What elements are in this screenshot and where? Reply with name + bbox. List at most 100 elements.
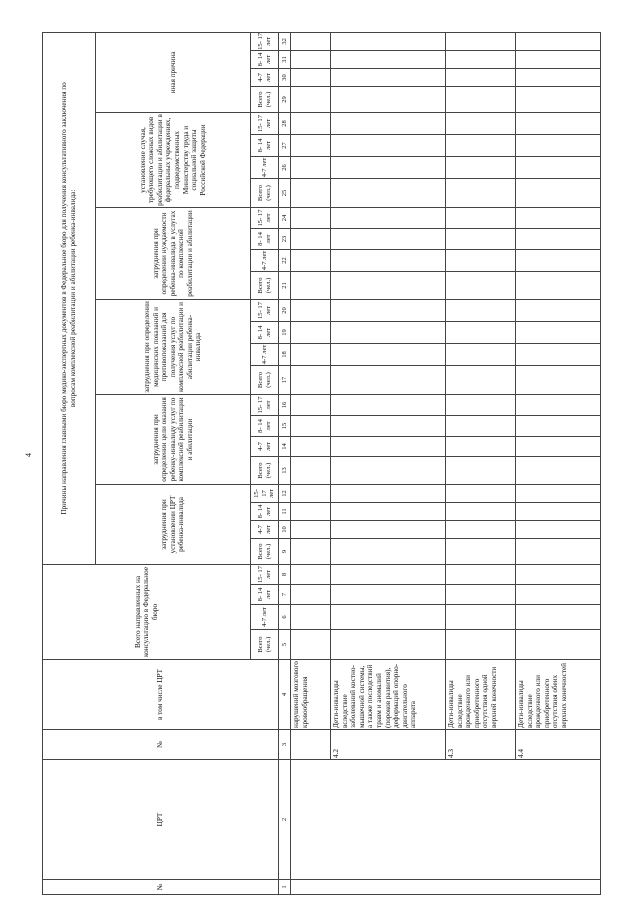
column-number: 4 [278, 659, 291, 730]
value-cell [290, 134, 331, 157]
column-number: 14 [278, 436, 291, 457]
value-cell [330, 178, 446, 208]
column-number: 8 [278, 564, 291, 585]
value-cell [330, 86, 446, 113]
header-total-sent: Всего направленных на консультацию в Фед… [42, 564, 251, 660]
value-cell [445, 134, 516, 157]
value-cell [330, 228, 446, 250]
value-cell [445, 86, 516, 113]
value-cell [330, 321, 446, 344]
value-cell [515, 134, 601, 157]
value-cell [445, 321, 516, 344]
value-cell [445, 394, 516, 416]
value-cell [330, 343, 446, 366]
value-cell [290, 50, 331, 69]
column-number: 1 [278, 879, 291, 895]
value-cell [330, 394, 446, 416]
age-subheader: 4-7 лет [250, 156, 279, 179]
value-cell [445, 249, 516, 272]
age-subheader: Всего (чел.) [250, 456, 279, 485]
value-cell [445, 564, 516, 585]
age-subheader: Всего (чел.) [250, 178, 279, 208]
column-number: 32 [278, 32, 291, 51]
column-number: 7 [278, 584, 291, 605]
value-cell [330, 365, 446, 395]
age-subheader: Всего (чел.) [250, 271, 279, 300]
column-number: 3 [278, 729, 291, 760]
age-subheader: 4-7 лет [250, 249, 279, 272]
value-cell [290, 436, 331, 457]
value-cell [330, 604, 446, 630]
value-cell [290, 520, 331, 539]
column-number: 22 [278, 249, 291, 272]
value-cell [515, 86, 601, 113]
value-cell [290, 299, 331, 322]
column-number: 24 [278, 207, 291, 229]
value-cell [445, 365, 516, 395]
value-cell [515, 584, 601, 605]
column-number: 19 [278, 321, 291, 344]
age-subheader: Всего (чел.) [250, 538, 279, 565]
table-row: нарушений мозгового кровообращения [290, 32, 601, 895]
value-cell [290, 365, 331, 395]
age-subheader: Всего (чел.) [250, 86, 279, 113]
cell-crt [290, 759, 601, 880]
row-description: Дети-инвалиды вследствие врожденного или… [515, 659, 601, 730]
value-cell [445, 436, 516, 457]
value-cell [290, 156, 331, 179]
value-cell [515, 271, 601, 300]
value-cell [445, 584, 516, 605]
value-cell [330, 584, 446, 605]
column-number: 18 [278, 343, 291, 366]
column-number: 29 [278, 86, 291, 113]
value-cell [330, 415, 446, 437]
value-cell [515, 112, 601, 135]
value-cell [445, 156, 516, 179]
age-subheader: 4-7 лет [250, 68, 279, 87]
header-row-numbers: 1 2 3 4 5 6 7 8 9 10 11 12 13 14 15 16 17 18 19 20 21 22 23 24 2… [278, 32, 291, 895]
value-cell [290, 32, 331, 51]
column-number: 23 [278, 228, 291, 250]
value-cell [290, 321, 331, 344]
value-cell [290, 538, 331, 565]
age-subheader: 15- 17 лет [250, 32, 279, 51]
age-subheader: Всего (чел.) [250, 365, 279, 395]
cell-no [290, 879, 601, 895]
value-cell [290, 415, 331, 437]
value-cell [330, 271, 446, 300]
value-cell [515, 249, 601, 272]
value-cell [330, 484, 446, 503]
page-number: 4 [24, 453, 33, 457]
age-subheader: 8- 14 лет [250, 502, 279, 521]
value-cell [290, 249, 331, 272]
value-cell [445, 604, 516, 630]
value-cell [330, 538, 446, 565]
value-cell [330, 207, 446, 229]
value-cell [445, 629, 516, 660]
value-cell [290, 271, 331, 300]
value-cell [290, 604, 331, 630]
value-cell [330, 249, 446, 272]
value-cell [445, 271, 516, 300]
value-cell [515, 299, 601, 322]
age-subheader: 15- 17 лет [250, 564, 279, 585]
column-number: 17 [278, 365, 291, 395]
value-cell [290, 629, 331, 660]
header-crt: ЦРТ [42, 759, 279, 880]
reason-group-header: затруднения при определении цели оказани… [95, 394, 251, 485]
value-cell [445, 178, 516, 208]
value-cell [515, 502, 601, 521]
age-subheader: Всего (чел.) [250, 629, 279, 660]
age-subheader: 8- 14 лет [250, 228, 279, 250]
value-cell [290, 484, 331, 503]
value-cell [290, 394, 331, 416]
value-cell [330, 299, 446, 322]
column-number: 16 [278, 394, 291, 416]
column-number: 30 [278, 68, 291, 87]
value-cell [445, 207, 516, 229]
row-number: 4.4 [515, 729, 601, 760]
column-number: 25 [278, 178, 291, 208]
age-subheader: 8- 14 лет [250, 50, 279, 69]
value-cell [330, 50, 446, 69]
